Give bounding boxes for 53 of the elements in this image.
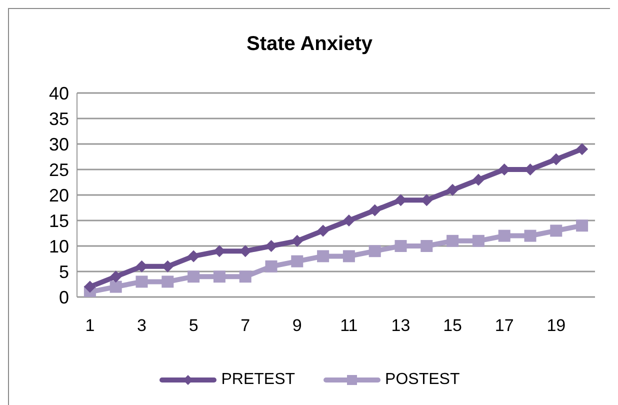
point [420, 240, 433, 252]
x-tick-label: 1 [85, 316, 95, 336]
point [368, 204, 381, 216]
point [446, 184, 459, 196]
point [576, 143, 588, 156]
point [291, 255, 304, 268]
x-tick-label: 15 [443, 316, 462, 336]
y-tick-label: 30 [48, 134, 69, 154]
point [342, 214, 355, 226]
point [136, 276, 148, 288]
y-tick-label: 35 [48, 108, 69, 129]
point [265, 260, 278, 272]
x-tick-label: 17 [494, 316, 514, 336]
point [110, 280, 122, 293]
y-tick-label: 10 [48, 236, 69, 256]
legend-label: PRETEST [221, 371, 296, 389]
point [498, 230, 510, 242]
x-tick-label: 9 [292, 316, 302, 336]
point [110, 270, 122, 283]
point [317, 250, 330, 262]
y-tick-label: 40 [48, 83, 69, 104]
point [291, 234, 304, 247]
x-tick-label: 11 [340, 316, 358, 336]
point [524, 230, 536, 242]
point [188, 270, 200, 283]
point [446, 234, 459, 247]
point [472, 234, 484, 247]
point [239, 270, 252, 283]
chart-title: State Anxiety [246, 33, 374, 57]
point [472, 174, 484, 186]
point [368, 245, 381, 258]
point [213, 270, 226, 283]
y-tick-label: 5 [58, 262, 69, 282]
point [84, 280, 96, 293]
point [576, 220, 588, 232]
y-tick-label: 0 [58, 287, 69, 308]
legend-label: POSTEST [385, 371, 460, 389]
x-tick-label: 5 [188, 316, 198, 336]
point [317, 224, 330, 237]
x-tick-label: 19 [546, 316, 566, 336]
point [342, 250, 355, 262]
x-tick-label: 13 [391, 316, 410, 336]
point [394, 240, 407, 252]
point [550, 224, 562, 237]
point [265, 240, 278, 252]
point [188, 250, 200, 262]
y-tick-label: 20 [48, 185, 69, 206]
y-tick-label: 25 [48, 160, 69, 180]
point [162, 276, 174, 288]
x-tick-label: 7 [240, 316, 250, 336]
y-tick-label: 15 [48, 210, 69, 231]
x-tick-label: 3 [137, 316, 146, 336]
point [550, 153, 562, 166]
